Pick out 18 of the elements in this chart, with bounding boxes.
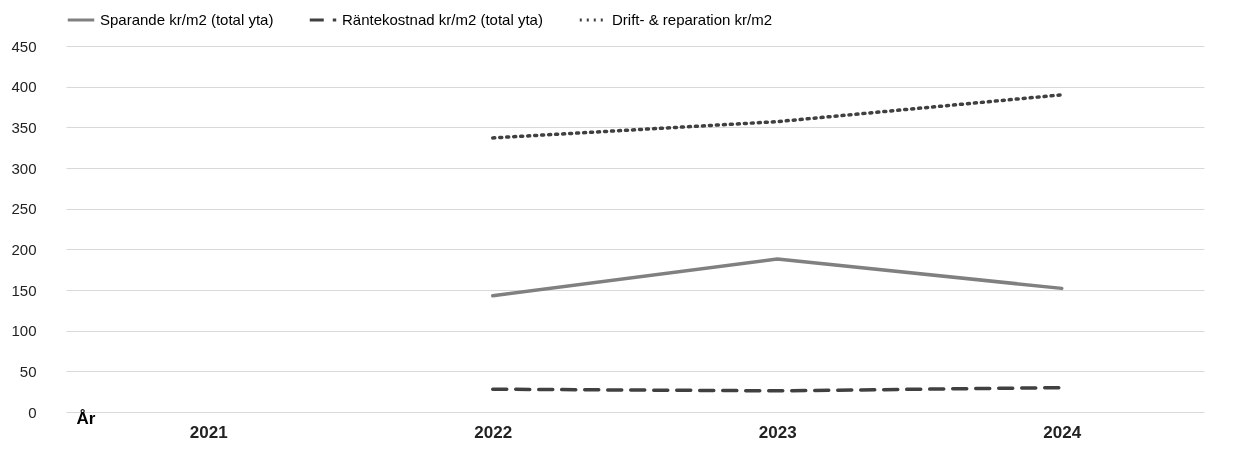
x-tick-label: 2021 [189,422,228,442]
legend-label: Drift- & reparation kr/m2 [612,11,773,28]
x-axis-title: År [76,408,96,428]
y-tick-label: 100 [11,322,37,340]
y-tick-label: 50 [19,362,37,380]
x-tick-label: 2022 [474,422,513,442]
x-tick-label: 2024 [1043,422,1082,442]
y-tick-label: 0 [28,403,37,421]
y-tick-label: 250 [11,200,37,218]
y-tick-label: 450 [11,37,37,55]
y-tick-label: 150 [11,281,37,299]
y-tick-label: 350 [11,118,37,136]
y-tick-label: 300 [11,159,37,177]
legend-label: Sparande kr/m2 (total yta) [100,11,274,28]
y-tick-label: 400 [11,78,37,96]
legend-label: Räntekostnad kr/m2 (total yta) [342,11,543,28]
x-tick-label: 2023 [758,422,797,442]
y-tick-label: 200 [11,240,37,258]
